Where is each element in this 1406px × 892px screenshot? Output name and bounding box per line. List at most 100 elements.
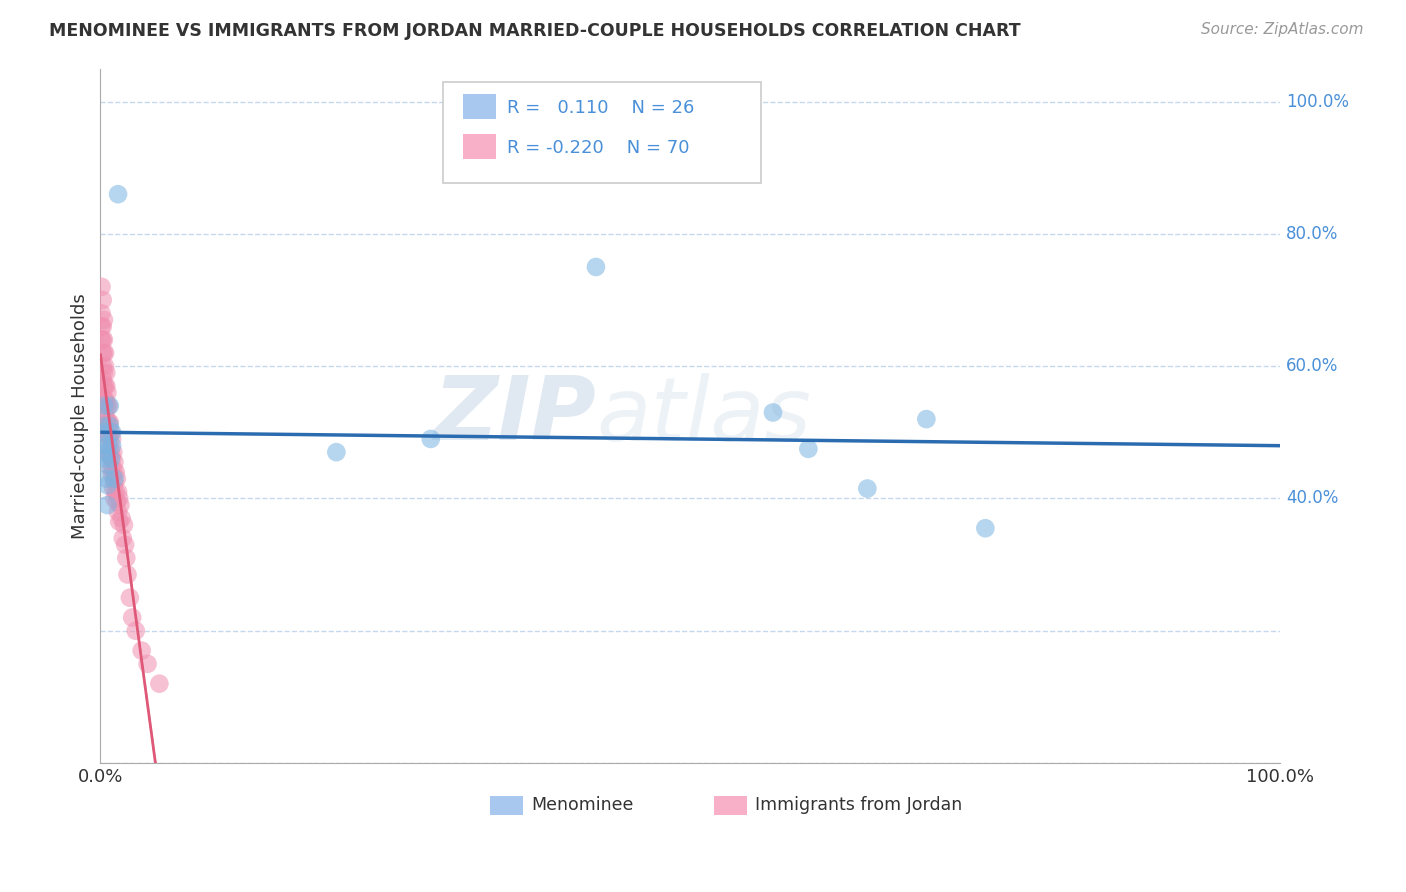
Point <box>105 495 128 509</box>
Point <box>93 399 115 413</box>
Text: 100.0%: 100.0% <box>1286 93 1350 111</box>
Point <box>97 445 120 459</box>
Point <box>115 551 138 566</box>
Point <box>797 442 820 456</box>
Point <box>108 491 131 506</box>
Point <box>101 468 124 483</box>
Point <box>94 359 117 374</box>
Point <box>101 432 124 446</box>
Point <box>96 425 118 440</box>
Point <box>114 538 136 552</box>
Point <box>104 465 127 479</box>
Point <box>90 333 112 347</box>
Point <box>90 280 112 294</box>
Point <box>96 472 118 486</box>
Point <box>585 260 607 274</box>
Point <box>93 333 115 347</box>
Point <box>91 346 114 360</box>
Point <box>103 491 125 506</box>
Point <box>915 412 938 426</box>
Point <box>96 445 118 459</box>
Point <box>110 498 132 512</box>
Point <box>97 428 120 442</box>
Point <box>98 399 121 413</box>
Point <box>98 449 121 463</box>
Point <box>125 624 148 638</box>
FancyBboxPatch shape <box>443 82 761 183</box>
Point <box>117 567 139 582</box>
Point <box>94 425 117 440</box>
Point <box>107 505 129 519</box>
Bar <box>714 796 747 815</box>
Point <box>93 438 115 452</box>
Point <box>103 482 125 496</box>
Point <box>101 451 124 466</box>
Point <box>105 472 128 486</box>
Point <box>91 372 114 386</box>
Point <box>93 379 115 393</box>
Point <box>103 475 125 489</box>
Point <box>94 346 117 360</box>
Point <box>93 366 115 380</box>
Point <box>94 379 117 393</box>
Point <box>97 399 120 413</box>
Point <box>856 482 879 496</box>
Point <box>131 643 153 657</box>
Point <box>96 366 118 380</box>
Point <box>96 395 118 409</box>
Point <box>107 187 129 202</box>
Y-axis label: Married-couple Households: Married-couple Households <box>72 293 89 539</box>
Point <box>100 451 122 466</box>
Text: atlas: atlas <box>596 373 811 458</box>
Text: 60.0%: 60.0% <box>1286 357 1339 376</box>
Point <box>91 319 114 334</box>
Point <box>90 319 112 334</box>
Point <box>91 333 114 347</box>
Point <box>100 445 122 459</box>
Point <box>100 461 122 475</box>
Point <box>110 511 132 525</box>
Point <box>96 379 118 393</box>
Point <box>93 346 115 360</box>
Point <box>419 432 441 446</box>
Point <box>762 405 785 419</box>
Point <box>97 416 120 430</box>
Bar <box>489 796 523 815</box>
Text: R = -0.220    N = 70: R = -0.220 N = 70 <box>508 138 690 157</box>
Point <box>98 416 121 430</box>
Text: ZIP: ZIP <box>433 372 596 459</box>
Point <box>93 392 115 407</box>
Point <box>97 458 120 473</box>
Point <box>103 472 125 486</box>
Point <box>974 521 997 535</box>
Point <box>97 438 120 452</box>
Point <box>91 293 114 307</box>
Point <box>98 432 121 446</box>
Point <box>103 445 125 459</box>
Point <box>103 461 125 475</box>
Point <box>325 445 347 459</box>
Point <box>111 531 134 545</box>
Point <box>108 515 131 529</box>
Point <box>94 451 117 466</box>
Point <box>148 676 170 690</box>
Point <box>91 359 114 374</box>
Point <box>103 455 125 469</box>
Point <box>93 313 115 327</box>
Point <box>112 517 135 532</box>
Text: Immigrants from Jordan: Immigrants from Jordan <box>755 797 963 814</box>
Point <box>96 498 118 512</box>
Point <box>96 399 118 413</box>
Bar <box>463 134 496 159</box>
Point <box>94 405 117 419</box>
Text: MENOMINEE VS IMMIGRANTS FROM JORDAN MARRIED-COUPLE HOUSEHOLDS CORRELATION CHART: MENOMINEE VS IMMIGRANTS FROM JORDAN MARR… <box>49 22 1021 40</box>
Text: 80.0%: 80.0% <box>1286 225 1339 243</box>
Point <box>101 425 124 440</box>
Point <box>136 657 159 671</box>
Point <box>107 484 129 499</box>
Point <box>104 484 127 499</box>
Point <box>96 428 118 442</box>
Point <box>118 591 141 605</box>
Point <box>98 418 121 433</box>
Point <box>96 412 118 426</box>
